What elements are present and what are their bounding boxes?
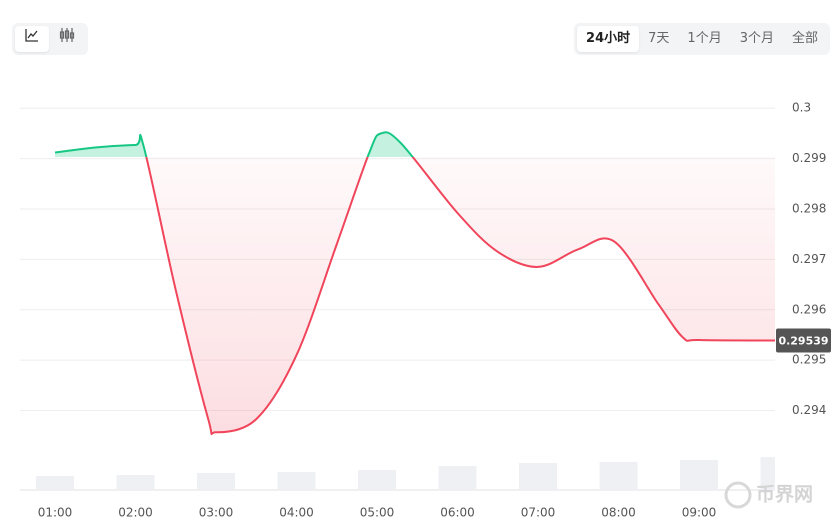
watermark: 币界网 bbox=[756, 484, 813, 506]
line-icon-button[interactable] bbox=[15, 26, 49, 52]
x-tick-label: 09:00 bbox=[682, 506, 717, 520]
price-label: 0.29539 bbox=[778, 334, 828, 347]
volume-bar bbox=[116, 475, 155, 490]
range-tab[interactable]: 3个月 bbox=[739, 31, 774, 46]
volume-bar bbox=[358, 470, 397, 490]
y-tick-label: 0.3 bbox=[792, 101, 811, 115]
x-tick-label: 05:00 bbox=[360, 506, 395, 520]
volume-bar bbox=[197, 473, 236, 490]
volume-bar bbox=[760, 457, 775, 490]
candle-icon bbox=[59, 28, 75, 42]
volume-bar bbox=[438, 466, 477, 490]
x-tick-label: 01:00 bbox=[38, 506, 73, 520]
y-tick-label: 0.298 bbox=[792, 201, 826, 215]
y-tick-label: 0.294 bbox=[792, 403, 826, 417]
watermark-icon bbox=[724, 481, 752, 509]
y-tick-label: 0.297 bbox=[792, 252, 826, 266]
volume-bar bbox=[277, 472, 316, 490]
x-tick-label: 04:00 bbox=[279, 506, 314, 520]
x-tick-label: 08:00 bbox=[601, 506, 636, 520]
y-tick-label: 0.296 bbox=[792, 302, 826, 316]
x-tick-label: 07:00 bbox=[521, 506, 556, 520]
range-tab[interactable]: 1个月 bbox=[687, 31, 722, 46]
y-tick-label: 0.295 bbox=[792, 353, 826, 367]
line-icon bbox=[25, 29, 38, 42]
area bbox=[55, 132, 775, 435]
range-tab[interactable]: 全部 bbox=[791, 31, 818, 46]
candle-icon-button[interactable] bbox=[49, 26, 85, 52]
x-tick-label: 03:00 bbox=[199, 506, 234, 520]
chart-type-toggle bbox=[12, 23, 88, 55]
price-line bbox=[54, 131, 776, 435]
price-label-box bbox=[776, 328, 831, 353]
range-tab[interactable]: 24小时 bbox=[577, 26, 640, 52]
y-tick-label: 0.299 bbox=[792, 151, 826, 165]
x-tick-label: 02:00 bbox=[118, 506, 153, 520]
volume-bar bbox=[36, 476, 75, 490]
range-tab[interactable]: 7天 bbox=[648, 31, 670, 46]
x-tick-label: 06:00 bbox=[440, 506, 475, 520]
volume-bar bbox=[519, 463, 558, 490]
volume-bar bbox=[599, 462, 638, 490]
volume-bar bbox=[680, 460, 719, 490]
range-tabs: 24小时 7天 1个月 3个月 全部 bbox=[574, 23, 830, 55]
